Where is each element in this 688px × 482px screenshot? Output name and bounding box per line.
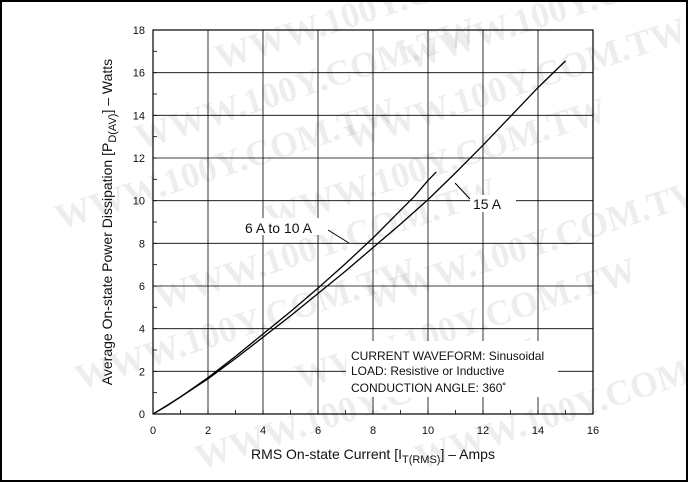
y-tick-label: 0 (139, 409, 145, 421)
y-tick-label: 16 (133, 68, 145, 80)
series-label-6a-10a-leader (327, 229, 350, 244)
x-tick-label: 8 (370, 425, 376, 437)
x-tick-label: 0 (150, 425, 156, 437)
series-label-15a-bg (470, 195, 516, 212)
annotation-line-1: CURRENT WAVEFORM: Sinusoidal (351, 349, 544, 363)
y-tick-label: 8 (139, 238, 145, 250)
y-tick-label: 14 (133, 110, 145, 122)
x-axis-title: RMS On-state Current [IT(RMS)] – Amps (251, 446, 495, 466)
y-tick-label: 18 (133, 25, 145, 37)
x-tick-label: 2 (205, 425, 211, 437)
y-tick-label: 4 (139, 324, 145, 336)
tick-marks (152, 29, 594, 415)
series-lines (152, 60, 566, 415)
x-tick-label: 10 (422, 425, 434, 437)
grid-lines (153, 30, 593, 414)
series-line-15a (152, 60, 566, 415)
x-tick-label: 12 (477, 425, 489, 437)
y-tick-label: 2 (139, 366, 145, 378)
series-label-6a-10a: 6 A to 10 A (245, 220, 313, 236)
annotation-line-2: LOAD: Resistive or Inductive (351, 364, 505, 378)
annotation-line-3: CONDUCTION ANGLE: 360˚ (351, 381, 506, 395)
y-tick-label: 10 (133, 196, 145, 208)
x-tick-label: 14 (532, 425, 544, 437)
y-tick-label: 6 (139, 281, 145, 293)
y-tick-labels: 0 2 4 6 8 10 12 14 16 18 (133, 25, 145, 421)
series-label-6a-10a-bg (242, 218, 328, 235)
x-tick-label: 16 (587, 425, 599, 437)
x-tick-label: 6 (315, 425, 321, 437)
y-tick-label: 12 (133, 153, 145, 165)
series-label-15a-leader (454, 182, 471, 200)
y-axis-title: Average On-state Power Dissipation [PD(A… (99, 59, 119, 385)
x-tick-labels: 0 2 4 6 8 10 12 14 16 (150, 425, 599, 437)
series-label-15a: 15 A (473, 196, 502, 212)
x-tick-label: 4 (260, 425, 266, 437)
annotation-box-bg (346, 341, 558, 397)
